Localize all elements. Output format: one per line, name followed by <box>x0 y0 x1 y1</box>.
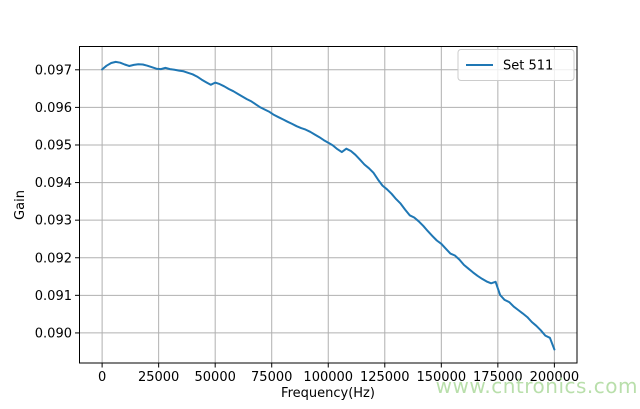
x-axis-label: Frequency(Hz) <box>281 386 375 401</box>
x-tick-label: 150000 <box>416 370 466 385</box>
x-tick-label: 175000 <box>473 370 523 385</box>
x-tick-label: 0 <box>98 370 106 385</box>
x-tick-label: 25000 <box>138 370 179 385</box>
axis-tick-marks <box>75 69 555 368</box>
grid-lines <box>79 46 577 363</box>
y-tick-label: 0.097 <box>35 63 72 78</box>
y-tick-label: 0.095 <box>35 138 72 153</box>
y-tick-label: 0.090 <box>35 326 72 341</box>
y-axis-tick-labels: 0.090 0.091 0.092 0.093 0.094 0.095 0.09… <box>35 63 72 341</box>
plot-area-border <box>79 46 578 364</box>
watermark-text: www.cntronics.com <box>435 374 638 398</box>
x-tick-label: 100000 <box>303 370 353 385</box>
y-tick-label: 0.091 <box>35 289 72 304</box>
x-tick-label: 50000 <box>195 370 236 385</box>
x-tick-label: 125000 <box>360 370 410 385</box>
legend: Set 511 <box>457 49 575 81</box>
x-tick-label: 200000 <box>530 370 580 385</box>
y-tick-label: 0.096 <box>35 101 72 116</box>
y-tick-label: 0.093 <box>35 214 72 229</box>
gain-curve-line <box>101 60 556 351</box>
x-tick-label: 75000 <box>251 370 292 385</box>
legend-label: Set 511 <box>503 59 553 74</box>
legend-box <box>457 49 575 81</box>
y-tick-label: 0.092 <box>35 251 72 266</box>
y-axis-label: Gain <box>13 190 28 220</box>
x-axis-tick-labels: 0 25000 50000 75000 100000 125000 150000… <box>98 370 579 385</box>
y-tick-label: 0.094 <box>35 176 72 191</box>
